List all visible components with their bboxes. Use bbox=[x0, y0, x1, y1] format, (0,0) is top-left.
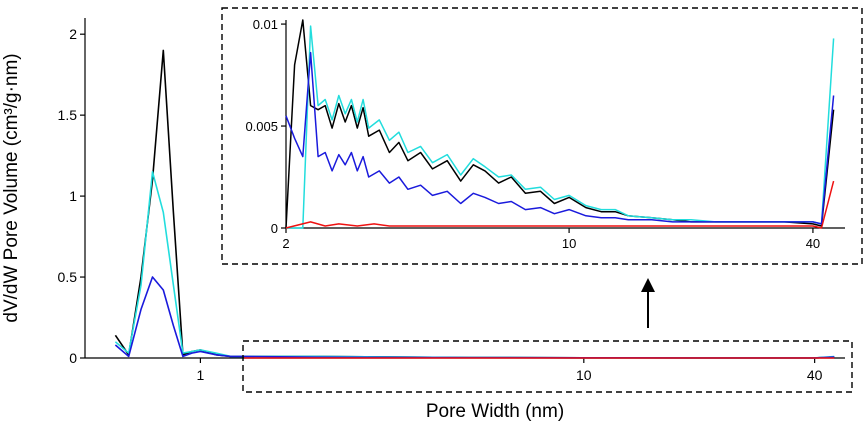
main-series-line-3 bbox=[114, 276, 835, 359]
main-y-tick-label: 1.5 bbox=[58, 107, 78, 123]
zoom-region-dashed-box bbox=[242, 340, 853, 393]
up-arrow-head bbox=[641, 278, 655, 292]
main-y-tick-label: 1 bbox=[69, 188, 77, 204]
inset-y-tick-label: 0.01 bbox=[253, 17, 278, 32]
main-x-tick-label: 1 bbox=[197, 367, 205, 383]
inset-series-line-3 bbox=[285, 51, 835, 225]
inset-x-tick-label: 10 bbox=[562, 236, 576, 251]
callout-annotations bbox=[242, 278, 853, 393]
inset-y-tick-label: 0 bbox=[271, 221, 278, 236]
inset-series-line-2 bbox=[286, 25, 835, 229]
inset-y-tick-label: 0.005 bbox=[245, 119, 278, 134]
main-y-tick-label: 2 bbox=[69, 26, 77, 42]
inset-plot: 0 0.005 0.01 2 10 40 bbox=[221, 7, 864, 265]
x-axis-title: Pore Width (nm) bbox=[426, 401, 564, 422]
main-x-tick-label: 40 bbox=[807, 367, 823, 383]
main-y-tick-label: 0.5 bbox=[58, 269, 78, 285]
main-y-tick-label: 0 bbox=[69, 350, 77, 366]
inset-dashed-frame bbox=[221, 7, 863, 265]
inset-x-tick-label: 2 bbox=[282, 236, 289, 251]
main-x-tick-label: 10 bbox=[576, 367, 592, 383]
main-plot: 0 0.5 1 1.5 2 1 10 40 Pore Width (nm) dV/dW Pore … bbox=[1, 18, 845, 422]
inset-background bbox=[232, 10, 864, 262]
y-axis-title: dV/dW Pore Volume (cm³/g·nm) bbox=[1, 53, 22, 322]
inset-x-tick-label: 40 bbox=[806, 236, 820, 251]
inset-series-line-4 bbox=[285, 180, 835, 229]
